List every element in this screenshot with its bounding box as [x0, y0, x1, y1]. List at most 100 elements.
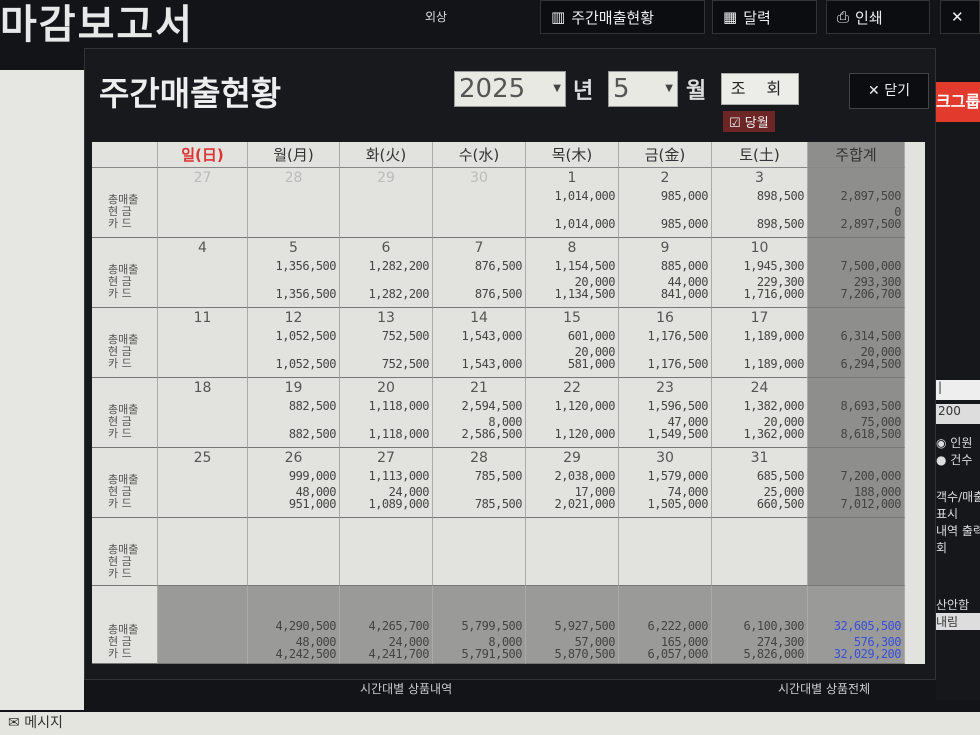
day-cell[interactable]: 25: [158, 448, 248, 518]
right-text: 산안함: [936, 598, 970, 612]
day-cell[interactable]: 31 685,500 25,000 660,500: [712, 448, 808, 518]
round-option[interactable]: 내림: [936, 613, 980, 630]
current-month-checkbox[interactable]: ☑ 당월: [723, 111, 775, 132]
close-button[interactable]: ✕ 닫기: [849, 73, 929, 109]
total-sales: 2,038,000: [554, 469, 615, 483]
total-sales: 1,543,000: [461, 329, 522, 343]
cash: 47,000: [667, 415, 709, 429]
day-cell[interactable]: 2 985,000 985,000: [619, 168, 712, 238]
day-cell[interactable]: 16 1,176,500 1,176,500: [619, 308, 712, 378]
radio-cases[interactable]: ● 건수: [936, 453, 973, 467]
day-cell[interactable]: 17 1,189,000 1,189,000: [712, 308, 808, 378]
date-number: [158, 518, 247, 520]
row-label: 카 드: [108, 357, 132, 370]
day-cell[interactable]: [526, 518, 619, 586]
card: 1,543,000: [461, 357, 522, 371]
day-cell[interactable]: 22 1,120,000 1,120,000: [526, 378, 619, 448]
day-cell[interactable]: 11: [158, 308, 248, 378]
date-number: 26: [284, 450, 303, 466]
query-button[interactable]: 조 회: [721, 73, 799, 105]
card: 1,118,000: [368, 427, 429, 441]
day-cell[interactable]: [619, 518, 712, 586]
total-sales: 1,356,500: [275, 259, 336, 273]
day-cell[interactable]: [158, 518, 248, 586]
day-cell[interactable]: 23 1,596,500 47,000 1,549,500: [619, 378, 712, 448]
day-cell[interactable]: 12 1,052,500 1,052,500: [248, 308, 340, 378]
day-cell[interactable]: 5 1,356,500 1,356,500: [248, 238, 340, 308]
credit-tab[interactable]: 외상: [425, 10, 448, 24]
day-cell[interactable]: 1 1,014,000 1,014,000: [526, 168, 619, 238]
column-header-label: 수(水): [458, 146, 500, 164]
day-cell[interactable]: 10 1,945,300 229,300 1,716,000: [712, 238, 808, 308]
day-cell[interactable]: 29 2,038,000 17,000 2,021,000: [526, 448, 619, 518]
cash: 20,000: [574, 345, 616, 359]
day-cell[interactable]: [340, 518, 433, 586]
right-input[interactable]: |: [936, 380, 980, 400]
day-cell[interactable]: 29: [340, 168, 433, 238]
cash: 8,000: [488, 415, 522, 429]
calendar-button[interactable]: ▦ 달력: [712, 0, 817, 34]
date-number: [526, 518, 618, 520]
day-cell[interactable]: 30 1,579,000 74,000 1,505,000: [619, 448, 712, 518]
card: 752,500: [381, 357, 430, 371]
column-header-label: 주합계: [835, 146, 877, 164]
day-cell[interactable]: 18: [158, 378, 248, 448]
day-cell[interactable]: 21 2,594,500 8,000 2,586,500: [433, 378, 526, 448]
day-cell[interactable]: 4: [158, 238, 248, 308]
day-cell[interactable]: 24 1,382,000 20,000 1,362,000: [712, 378, 808, 448]
date-number: 17: [750, 310, 769, 326]
date-number: 20: [377, 380, 395, 396]
day-cell[interactable]: 27 1,113,000 24,000 1,089,000: [340, 448, 433, 518]
total-sales: 7,200,000: [840, 469, 901, 483]
day-cell[interactable]: 3 898,500 898,500: [712, 168, 808, 238]
total-sales: 7,500,000: [840, 259, 901, 273]
day-total-cell: 4,290,500 48,000 4,242,500: [248, 586, 340, 664]
day-cell[interactable]: 7 876,500 876,500: [433, 238, 526, 308]
card: 2,021,000: [554, 497, 615, 511]
cash: 25,000: [763, 485, 805, 499]
group-button[interactable]: 크그룹: [936, 82, 980, 122]
total-sales: 4,290,500: [275, 619, 336, 633]
day-cell[interactable]: 26 999,000 48,000 951,000: [248, 448, 340, 518]
day-cell[interactable]: 9 885,000 44,000 841,000: [619, 238, 712, 308]
day-cell[interactable]: 19 882,500 882,500: [248, 378, 340, 448]
day-cell[interactable]: [712, 518, 808, 586]
day-cell[interactable]: 28 785,500 785,500: [433, 448, 526, 518]
year-select[interactable]: 2025 ▼: [454, 71, 566, 107]
day-cell[interactable]: 30: [433, 168, 526, 238]
day-cell[interactable]: [248, 518, 340, 586]
tab-hourly-items[interactable]: 시간대별 상품내역: [360, 682, 453, 696]
day-cell[interactable]: 27: [158, 168, 248, 238]
card: 2,586,500: [461, 427, 522, 441]
month-select[interactable]: 5 ▼: [608, 71, 678, 107]
total-sales: 882,500: [288, 399, 337, 413]
column-header-label: 일(日): [181, 146, 224, 164]
week-total-cell: [808, 518, 905, 586]
day-cell[interactable]: 6 1,282,200 1,282,200: [340, 238, 433, 308]
day-cell[interactable]: 14 1,543,000 1,543,000: [433, 308, 526, 378]
day-cell[interactable]: 8 1,154,500 20,000 1,134,500: [526, 238, 619, 308]
total-sales: 6,222,000: [647, 619, 708, 633]
day-cell[interactable]: [433, 518, 526, 586]
card: 1,189,000: [743, 357, 804, 371]
day-cell[interactable]: 28: [248, 168, 340, 238]
year-label: 년: [573, 79, 594, 104]
radio-count[interactable]: ◉ 인원: [936, 436, 973, 450]
row-label: 현 금: [108, 635, 132, 648]
total-sales: 752,500: [381, 329, 430, 343]
cash: 188,000: [853, 485, 902, 499]
right-field[interactable]: 200: [936, 404, 980, 424]
day-cell[interactable]: 15 601,000 20,000 581,000: [526, 308, 619, 378]
row-label: 총매출: [108, 193, 139, 206]
day-cell[interactable]: 13 752,500 752,500: [340, 308, 433, 378]
weekly-sales-button[interactable]: ▥ 주간매출현황: [540, 0, 705, 34]
right-text: 표시: [936, 507, 959, 521]
tab-hourly-all[interactable]: 시간대별 상품전체: [778, 682, 871, 696]
date-number: 10: [750, 240, 769, 256]
print-button[interactable]: ⎙ 인쇄: [826, 0, 930, 34]
cash: 24,000: [388, 635, 430, 649]
cash: 44,000: [667, 275, 709, 289]
day-cell[interactable]: 20 1,118,000 1,118,000: [340, 378, 433, 448]
app-close-button[interactable]: ✕: [940, 0, 980, 34]
